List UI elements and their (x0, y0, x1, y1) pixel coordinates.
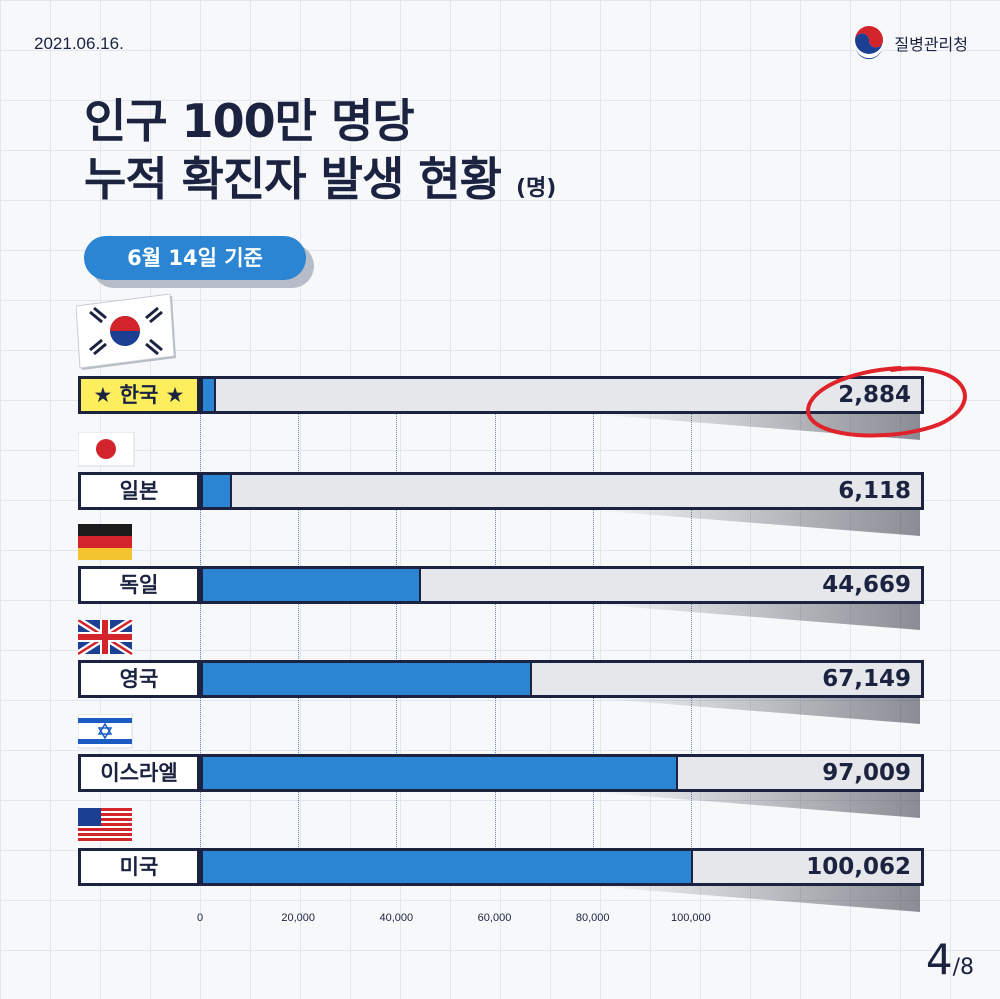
bar-shadow (590, 510, 920, 536)
bar (203, 851, 694, 883)
agency-logo: 질병관리청 (852, 26, 968, 60)
x-tick-label: 0 (196, 912, 204, 924)
bar-shadow (590, 886, 920, 912)
bar-shadow (590, 698, 920, 724)
gridline (494, 380, 496, 885)
category-label: 일본 (78, 472, 200, 510)
value-label: 100,062 (806, 854, 911, 880)
value-label: 97,009 (822, 760, 911, 786)
page-title: 인구 100만 명당 누적 확진자 발생 현황 (명) (84, 92, 556, 218)
category-label: 미국 (78, 848, 200, 886)
gridline (396, 380, 398, 885)
bar-shadow (590, 604, 920, 630)
usa-flag-icon (78, 808, 132, 842)
x-tick-label: 80,000 (575, 912, 610, 924)
page-total: /8 (952, 955, 974, 980)
bar-track: 2,884 (200, 376, 924, 414)
bar (203, 569, 422, 601)
category-label: 독일 (78, 566, 200, 604)
bar-shadow (590, 792, 920, 818)
bar-track: 67,149 (200, 660, 924, 698)
x-tick-label: 40,000 (379, 912, 414, 924)
germany-flag-icon (78, 524, 132, 560)
bar (203, 757, 679, 789)
date: 2021.06.16. (34, 34, 124, 53)
bar (203, 379, 217, 411)
category-label: 영국 (78, 660, 200, 698)
bar-track: 44,669 (200, 566, 924, 604)
page-current: 4 (925, 935, 953, 984)
category-label: ★ 한국 ★ (78, 376, 200, 414)
bar-track: 6,118 (200, 472, 924, 510)
korea-flag-icon (76, 294, 176, 370)
israel-flag-icon (78, 714, 133, 749)
title-line-2: 누적 확진자 발생 현황 (84, 152, 502, 206)
japan-flag-icon (78, 432, 135, 467)
agency-name: 질병관리청 (894, 35, 968, 54)
reference-date-badge: 6월 14일 기준 (84, 236, 314, 288)
bar-track: 97,009 (200, 754, 924, 792)
gridline (200, 380, 201, 885)
title-unit: (명) (515, 176, 557, 201)
gridline (592, 380, 594, 885)
value-label: 67,149 (822, 666, 911, 692)
value-label: 44,669 (822, 572, 911, 598)
value-label: 2,884 (838, 382, 911, 408)
title-line-1: 인구 100만 명당 (84, 94, 415, 148)
bar-shadow (590, 414, 920, 440)
bar (203, 475, 233, 507)
gridline (298, 380, 300, 885)
x-tick-label: 60,000 (477, 912, 512, 924)
page-indicator: 4/8 (926, 935, 974, 984)
taegeuk-emblem-icon (853, 26, 886, 60)
value-label: 6,118 (838, 478, 911, 504)
bar (203, 663, 532, 695)
x-tick-label: 100,000 (670, 912, 711, 924)
gridline (690, 380, 692, 885)
x-tick-label: 20,000 (281, 912, 315, 924)
category-label: 이스라엘 (78, 754, 200, 792)
badge-text: 6월 14일 기준 (84, 236, 306, 280)
uk-flag-icon (78, 620, 134, 656)
bar-track: 100,062 (200, 848, 924, 886)
